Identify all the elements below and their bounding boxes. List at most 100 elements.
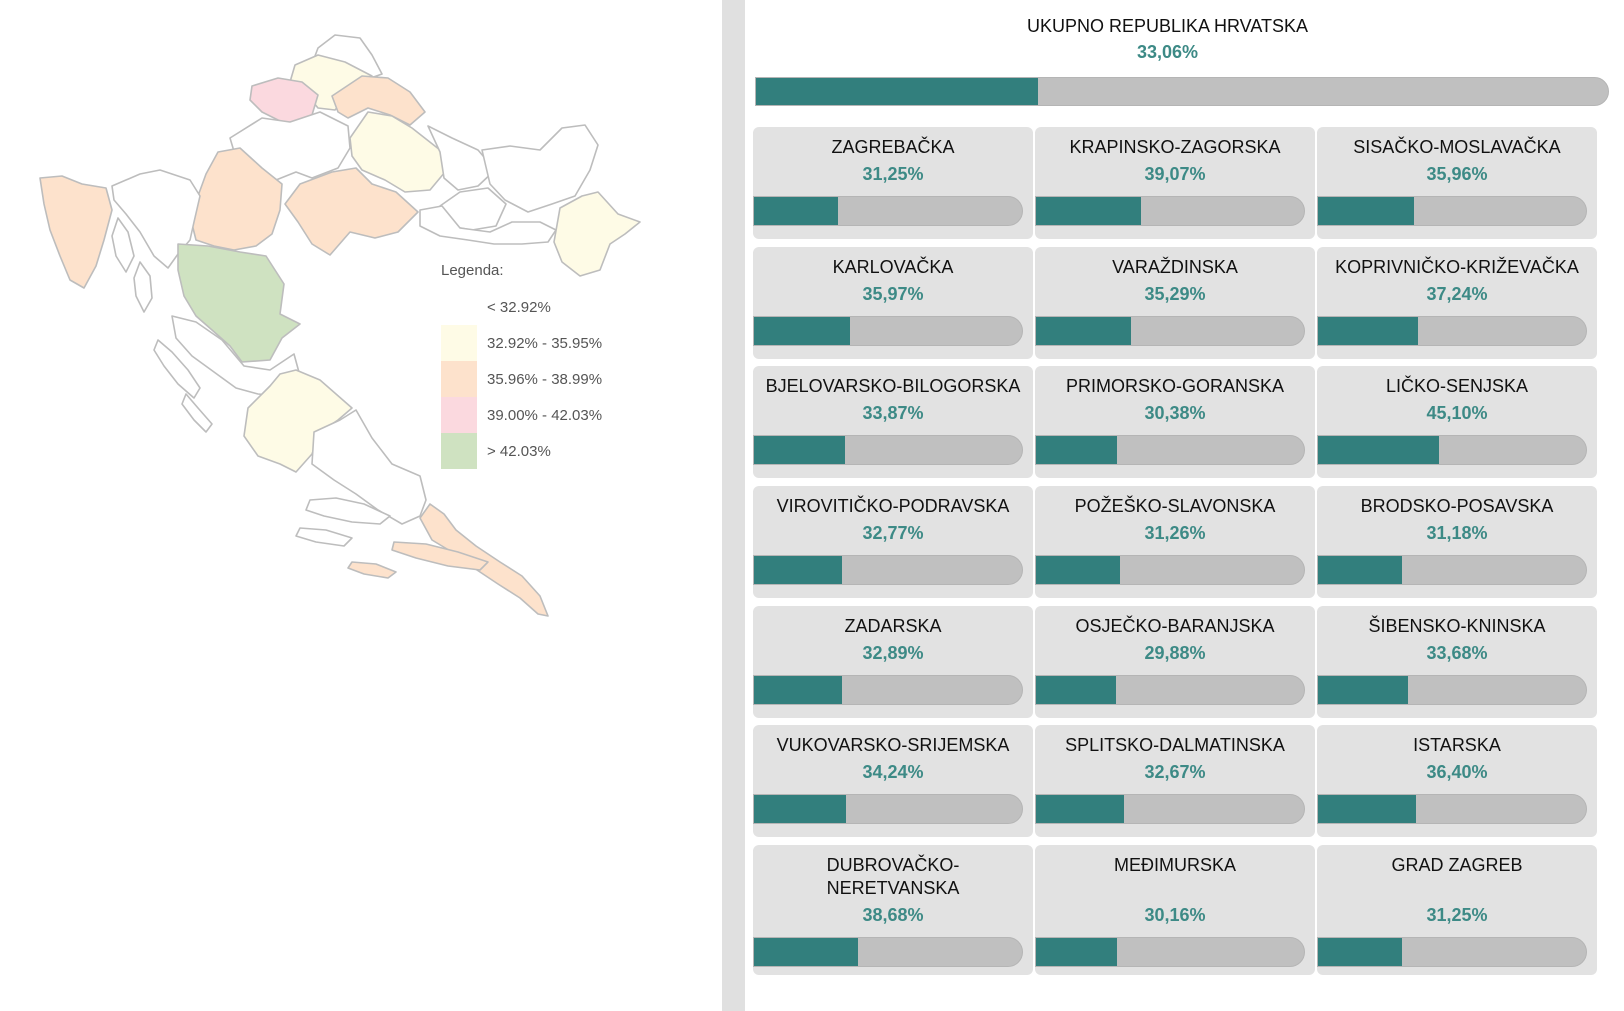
map-region-osjecko-baranjska[interactable] bbox=[481, 124, 599, 213]
map-region-bjelovarsko-bilogorska[interactable] bbox=[349, 111, 446, 193]
county-card[interactable]: MEĐIMURSKA 30,16% bbox=[1035, 845, 1315, 975]
map-region-dubrovacko-neretvanska-island bbox=[391, 541, 489, 571]
county-progress-bar bbox=[753, 794, 1023, 824]
legend-item: 39.00% - 42.03% bbox=[441, 397, 602, 433]
legend-item: 35.96% - 38.99% bbox=[441, 361, 602, 397]
panel-divider bbox=[722, 0, 745, 1011]
county-name-line: NERETVANSKA bbox=[826, 878, 960, 898]
legend-label: < 32.92% bbox=[487, 298, 551, 316]
county-progress-bar bbox=[753, 316, 1023, 346]
legend-swatch bbox=[441, 289, 477, 325]
county-percentage: 37,24% bbox=[1426, 284, 1488, 304]
legend-swatch bbox=[441, 397, 477, 433]
county-card[interactable]: ISTARSKA 36,40% bbox=[1317, 725, 1597, 837]
county-card[interactable]: GRAD ZAGREB 31,25% bbox=[1317, 845, 1597, 975]
legend-item: > 42.03% bbox=[441, 433, 602, 469]
county-progress-bar bbox=[1317, 435, 1587, 465]
county-progress-fill bbox=[754, 317, 851, 345]
county-progress-fill bbox=[1318, 556, 1402, 584]
map-region-primorsko-goranska-island bbox=[133, 261, 153, 313]
county-progress-fill bbox=[1036, 938, 1117, 966]
county-percentage: 32,89% bbox=[862, 643, 924, 663]
county-card[interactable]: KARLOVAČKA 35,97% bbox=[753, 247, 1033, 359]
county-percentage: 35,97% bbox=[862, 284, 924, 304]
county-progress-fill bbox=[1036, 436, 1118, 464]
map-region-splitsko-dalmatinska[interactable] bbox=[311, 409, 427, 525]
county-progress-bar bbox=[1035, 937, 1305, 967]
county-progress-fill bbox=[1036, 676, 1117, 704]
map-region-brodsko-posavska[interactable] bbox=[419, 205, 557, 245]
county-name: KOPRIVNIČKO-KRIŽEVAČKA bbox=[1335, 257, 1579, 277]
map-region-sisacko-moslavacka[interactable] bbox=[284, 167, 419, 256]
legend-swatch bbox=[441, 361, 477, 397]
map-region-splitsko-dalmatinska-island bbox=[305, 497, 391, 525]
county-name: ZADARSKA bbox=[844, 616, 942, 636]
county-card[interactable]: BRODSKO-POSAVSKA 31,18% bbox=[1317, 486, 1597, 598]
county-progress-bar bbox=[753, 435, 1023, 465]
county-progress-fill bbox=[754, 436, 845, 464]
county-name: LIČKO-SENJSKA bbox=[1385, 376, 1529, 396]
map-region-koprivnicko-krizevacka[interactable] bbox=[331, 75, 426, 126]
county-card[interactable]: POŽEŠKO-SLAVONSKA 31,26% bbox=[1035, 486, 1315, 598]
county-card[interactable]: ZADARSKA 32,89% bbox=[753, 606, 1033, 718]
county-card[interactable]: SPLITSKO-DALMATINSKA 32,67% bbox=[1035, 725, 1315, 837]
county-name: PRIMORSKO-GORANSKA bbox=[1065, 376, 1285, 396]
county-progress-fill bbox=[1318, 676, 1409, 704]
county-card[interactable]: VUKOVARSKO-SRIJEMSKA 34,24% bbox=[753, 725, 1033, 837]
map-region-licko-senjska[interactable] bbox=[177, 243, 301, 363]
county-progress-fill bbox=[1318, 795, 1416, 823]
county-card[interactable]: KOPRIVNIČKO-KRIŽEVAČKA 37,24% bbox=[1317, 247, 1597, 359]
county-progress-bar bbox=[1035, 794, 1305, 824]
county-card[interactable]: DUBROVAČKO- NERETVANSKA 38,68% bbox=[753, 845, 1033, 975]
county-name: ISTARSKA bbox=[1413, 735, 1501, 755]
county-name: POŽEŠKO-SLAVONSKA bbox=[1074, 496, 1276, 516]
county-percentage: 30,38% bbox=[1144, 403, 1206, 423]
county-percentage: 33,68% bbox=[1426, 643, 1488, 663]
county-percentage: 35,29% bbox=[1144, 284, 1206, 304]
map-region-vukovarsko-srijemska[interactable] bbox=[553, 191, 641, 277]
county-progress-fill bbox=[754, 197, 838, 225]
county-percentage: 38,68% bbox=[862, 905, 924, 925]
county-name: ZAGREBAČKA bbox=[831, 137, 955, 157]
county-card[interactable]: VARAŽDINSKA 35,29% bbox=[1035, 247, 1315, 359]
county-progress-bar bbox=[753, 196, 1023, 226]
county-progress-bar bbox=[1035, 555, 1305, 585]
county-progress-bar bbox=[1317, 555, 1587, 585]
county-name-line: DUBROVAČKO- bbox=[826, 855, 960, 875]
legend-label: 32.92% - 35.95% bbox=[487, 334, 603, 352]
legend-item: 32.92% - 35.95% bbox=[441, 325, 602, 361]
legend-swatch bbox=[441, 325, 477, 361]
county-card[interactable]: LIČKO-SENJSKA 45,10% bbox=[1317, 366, 1597, 478]
map-region-zadarska-island bbox=[153, 339, 201, 399]
county-card[interactable]: VIROVITIČKO-PODRAVSKA 32,77% bbox=[753, 486, 1033, 598]
county-progress-fill bbox=[1036, 197, 1141, 225]
county-percentage: 31,25% bbox=[1426, 905, 1488, 925]
county-progress-fill bbox=[754, 556, 842, 584]
legend-swatch bbox=[441, 433, 477, 469]
total-percentage: 33,06% bbox=[1136, 42, 1199, 62]
county-card[interactable]: BJELOVARSKO-BILOGORSKA 33,87% bbox=[753, 366, 1033, 478]
county-card[interactable]: KRAPINSKO-ZAGORSKA 39,07% bbox=[1035, 127, 1315, 239]
county-name: BRODSKO-POSAVSKA bbox=[1360, 496, 1554, 516]
county-percentage: 31,18% bbox=[1426, 523, 1488, 543]
map-region-istarska[interactable] bbox=[39, 175, 113, 289]
county-card[interactable]: ŠIBENSKO-KNINSKA 33,68% bbox=[1317, 606, 1597, 718]
map-region-zadarska-island bbox=[181, 393, 213, 433]
county-percentage: 31,25% bbox=[862, 164, 924, 184]
county-card[interactable]: PRIMORSKO-GORANSKA 30,38% bbox=[1035, 366, 1315, 478]
county-progress-fill bbox=[754, 795, 846, 823]
map-region-viroviticko-podravska[interactable] bbox=[427, 125, 496, 191]
county-progress-bar bbox=[1317, 675, 1587, 705]
legend-items: < 32.92% 32.92% - 35.95% 35.96% - 38.99% 39… bbox=[441, 289, 602, 469]
county-name: VIROVITIČKO-PODRAVSKA bbox=[776, 496, 1010, 516]
county-card[interactable]: OSJEČKO-BARANJSKA 29,88% bbox=[1035, 606, 1315, 718]
county-card[interactable]: SISAČKO-MOSLAVAČKA 35,96% bbox=[1317, 127, 1597, 239]
county-card[interactable]: ZAGREBAČKA 31,25% bbox=[753, 127, 1033, 239]
county-name: GRAD ZAGREB bbox=[1391, 855, 1523, 875]
map-legend: Legenda: < 32.92% 32.92% - 35.95% 35.96% -… bbox=[441, 262, 602, 469]
county-progress-fill bbox=[1318, 938, 1402, 966]
county-progress-bar bbox=[1035, 196, 1305, 226]
county-name: VARAŽDINSKA bbox=[1112, 257, 1238, 277]
county-name: KARLOVAČKA bbox=[832, 257, 954, 277]
county-progress-fill bbox=[1036, 317, 1131, 345]
